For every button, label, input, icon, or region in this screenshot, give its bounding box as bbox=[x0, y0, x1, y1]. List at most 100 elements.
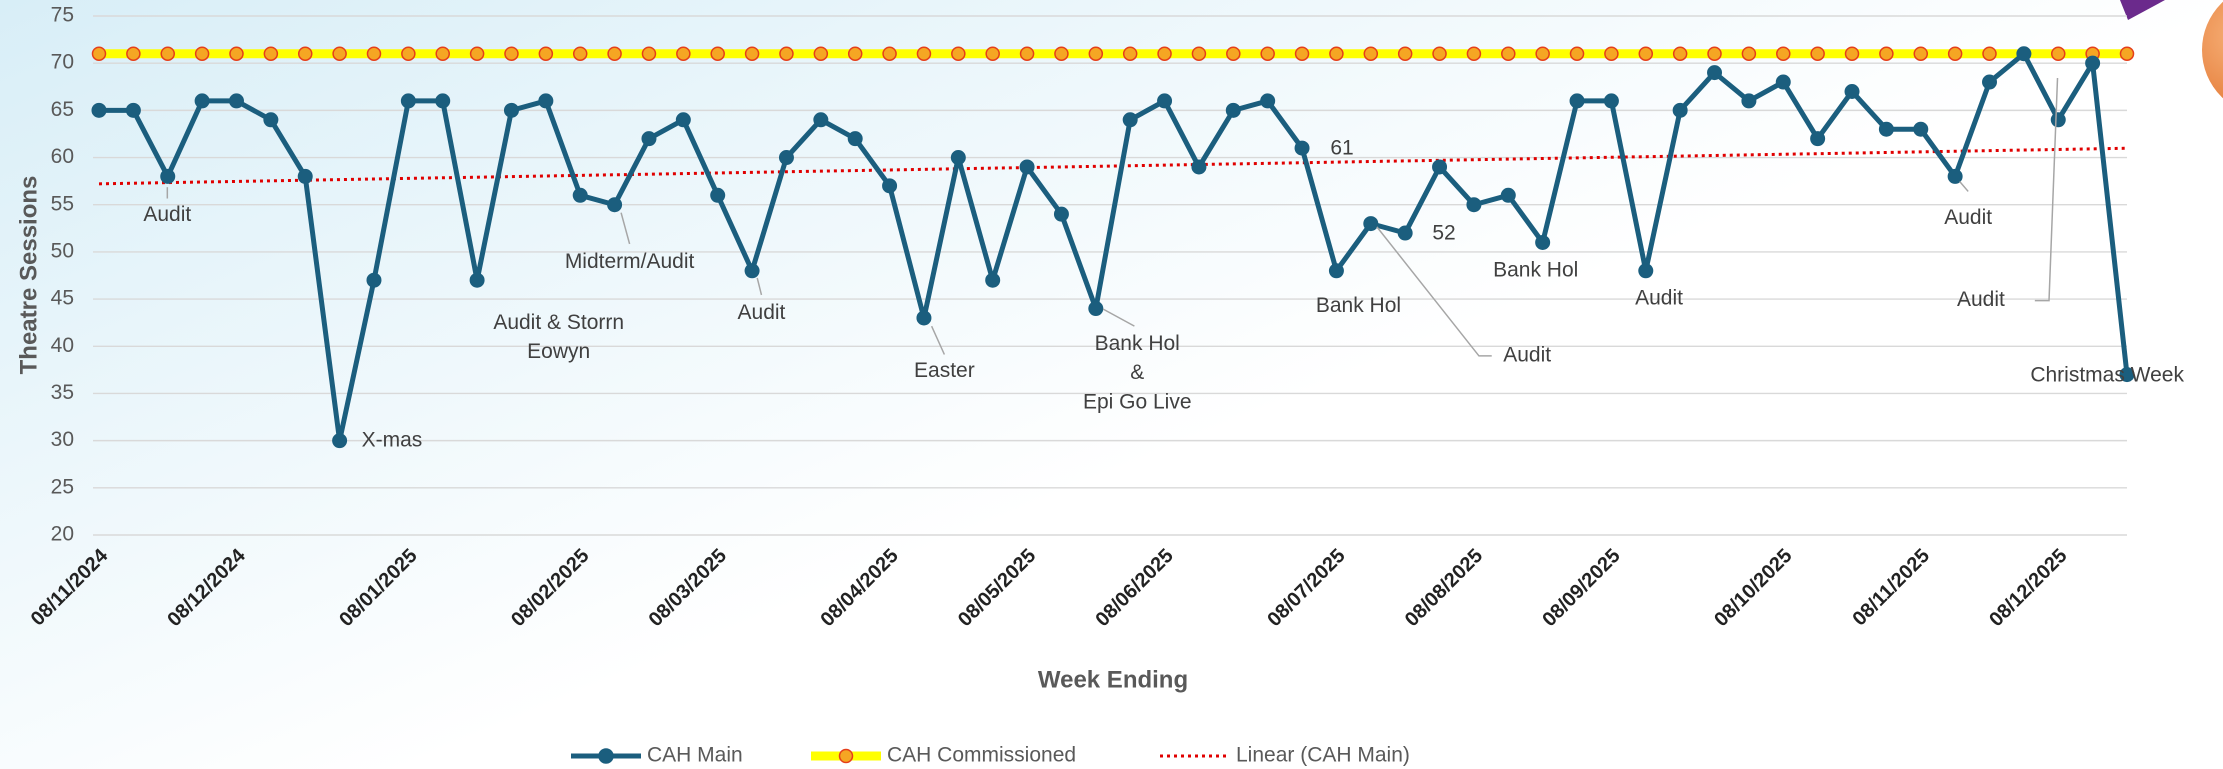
main-marker bbox=[1776, 75, 1790, 89]
commissioned-marker bbox=[367, 47, 380, 60]
commissioned-marker bbox=[1811, 47, 1824, 60]
main-marker bbox=[1123, 113, 1137, 127]
annotation: Audit bbox=[738, 301, 786, 324]
annotation: Audit bbox=[143, 203, 191, 226]
main-marker bbox=[1295, 141, 1309, 155]
main-marker bbox=[1433, 160, 1447, 174]
main-marker bbox=[1467, 198, 1481, 212]
main-marker bbox=[504, 103, 518, 117]
main-marker bbox=[1639, 264, 1653, 278]
y-axis-title: Theatre Sessions bbox=[15, 176, 42, 375]
x-axis-title: Week Ending bbox=[1038, 666, 1188, 693]
y-tick-label: 50 bbox=[51, 239, 74, 262]
commissioned-marker bbox=[161, 47, 174, 60]
commissioned-marker bbox=[574, 47, 587, 60]
commissioned-marker bbox=[299, 47, 312, 60]
main-marker bbox=[539, 94, 553, 108]
commissioned-marker bbox=[127, 47, 140, 60]
y-tick-label: 40 bbox=[51, 334, 74, 357]
main-marker bbox=[1158, 94, 1172, 108]
main-marker bbox=[126, 103, 140, 117]
main-marker bbox=[779, 151, 793, 165]
commissioned-marker bbox=[677, 47, 690, 60]
page: {"chart_data": { "type": "line", "xlabel… bbox=[0, 0, 2223, 769]
commissioned-marker bbox=[2052, 47, 2065, 60]
main-marker bbox=[401, 94, 415, 108]
commissioned-marker bbox=[1364, 47, 1377, 60]
commissioned-marker bbox=[883, 47, 896, 60]
commissioned-marker bbox=[1055, 47, 1068, 60]
annotation: Bank Hol bbox=[1095, 332, 1180, 355]
main-marker bbox=[1329, 264, 1343, 278]
commissioned-marker bbox=[986, 47, 999, 60]
main-marker bbox=[1089, 302, 1103, 316]
commissioned-marker bbox=[196, 47, 209, 60]
commissioned-marker bbox=[1261, 47, 1274, 60]
main-marker bbox=[814, 113, 828, 127]
annotation: Audit bbox=[1635, 287, 1683, 310]
y-tick-label: 20 bbox=[51, 523, 74, 546]
main-marker bbox=[711, 188, 725, 202]
annotation: Epi Go Live bbox=[1083, 390, 1192, 413]
commissioned-marker bbox=[1674, 47, 1687, 60]
main-marker bbox=[676, 113, 690, 127]
annotation: Christmas Week bbox=[2030, 363, 2184, 386]
commissioned-marker bbox=[1124, 47, 1137, 60]
main-marker bbox=[951, 151, 965, 165]
commissioned-marker bbox=[1536, 47, 1549, 60]
main-marker bbox=[229, 94, 243, 108]
commissioned-marker bbox=[539, 47, 552, 60]
commissioned-marker bbox=[505, 47, 518, 60]
commissioned-marker bbox=[1089, 47, 1102, 60]
main-marker bbox=[1364, 217, 1378, 231]
y-tick-label: 60 bbox=[51, 145, 74, 168]
commissioned-marker bbox=[93, 47, 106, 60]
main-marker bbox=[608, 198, 622, 212]
commissioned-marker bbox=[1605, 47, 1618, 60]
main-marker bbox=[92, 103, 106, 117]
data-label: 52 bbox=[1432, 222, 1455, 245]
commissioned-marker bbox=[1639, 47, 1652, 60]
commissioned-marker bbox=[1708, 47, 1721, 60]
main-marker bbox=[436, 94, 450, 108]
main-marker bbox=[298, 169, 312, 183]
annotation: Midterm/Audit bbox=[565, 250, 695, 273]
commissioned-marker bbox=[1021, 47, 1034, 60]
commissioned-marker bbox=[333, 47, 346, 60]
commissioned-marker bbox=[1433, 47, 1446, 60]
commissioned-marker bbox=[642, 47, 655, 60]
main-marker bbox=[1536, 235, 1550, 249]
main-marker bbox=[1020, 160, 1034, 174]
annotation: & bbox=[1130, 361, 1144, 384]
commissioned-marker bbox=[1742, 47, 1755, 60]
y-tick-label: 70 bbox=[51, 51, 74, 74]
commissioned-marker bbox=[1158, 47, 1171, 60]
main-marker bbox=[1708, 66, 1722, 80]
commissioned-marker bbox=[608, 47, 621, 60]
main-marker bbox=[848, 132, 862, 146]
main-marker bbox=[1914, 122, 1928, 136]
commissioned-marker bbox=[1777, 47, 1790, 60]
main-marker bbox=[2017, 47, 2031, 61]
data-label: 61 bbox=[1330, 137, 1353, 160]
annotation: Eowyn bbox=[527, 340, 590, 363]
main-marker bbox=[2086, 56, 2100, 70]
main-marker bbox=[1398, 226, 1412, 240]
y-tick-label: 45 bbox=[51, 287, 74, 310]
chart: Theatre Sessions Week Ending 20253035404… bbox=[0, 0, 2223, 769]
commissioned-marker bbox=[1296, 47, 1309, 60]
commissioned-marker bbox=[2121, 47, 2134, 60]
main-marker bbox=[1742, 94, 1756, 108]
legend-swatch bbox=[840, 750, 853, 763]
main-marker bbox=[1570, 94, 1584, 108]
annotation: Bank Hol bbox=[1316, 294, 1401, 317]
y-tick-label: 35 bbox=[51, 381, 74, 404]
legend-swatch bbox=[599, 749, 613, 763]
commissioned-marker bbox=[1227, 47, 1240, 60]
main-marker bbox=[1673, 103, 1687, 117]
main-marker bbox=[1501, 188, 1515, 202]
legend-label: CAH Commissioned bbox=[887, 744, 1076, 767]
main-marker bbox=[333, 434, 347, 448]
commissioned-marker bbox=[746, 47, 759, 60]
y-tick-label: 55 bbox=[51, 192, 74, 215]
